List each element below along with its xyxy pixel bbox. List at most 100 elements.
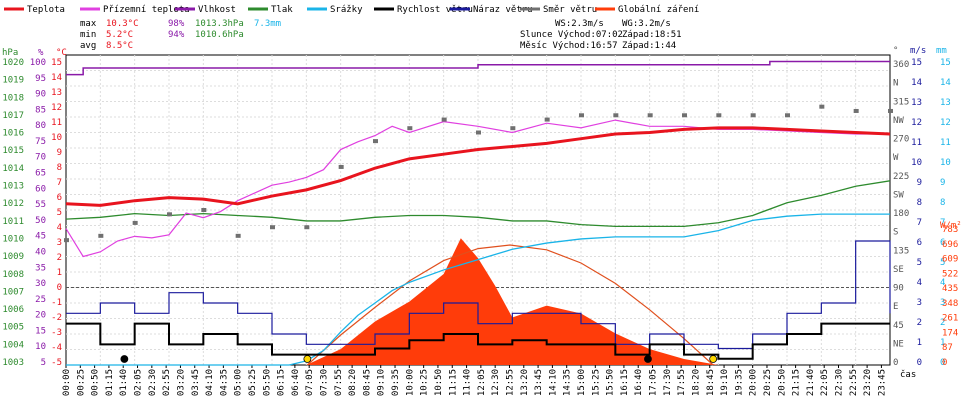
temperature-tick: -4 [51, 343, 62, 353]
temperature-tick: -3 [51, 328, 62, 338]
x-tick-label: 14:35 [563, 369, 573, 396]
humidity-tick: 100 [30, 58, 46, 68]
legend-label: Přízemní teplota [103, 5, 190, 15]
wind-direction-point [750, 113, 756, 118]
x-tick-label: 20:00 [749, 369, 759, 396]
stats-pressure: 1013.3hPa [195, 19, 244, 29]
wind-direction-point [201, 208, 207, 212]
x-tick-label: 18:45 [706, 369, 716, 396]
pressure-tick: 1013 [2, 182, 24, 192]
pressure-line [65, 180, 891, 228]
x-tick-label: 02:30 [148, 369, 158, 396]
wind-speed-tick: 14 [911, 78, 922, 88]
x-tick-label: 04:35 [219, 369, 229, 396]
rain-tick: 14 [940, 78, 951, 88]
x-tick-label: 21:15 [792, 369, 802, 396]
radiation-unit: W/m² [940, 221, 962, 231]
x-tick-label: 21:40 [806, 369, 816, 396]
x-tick-label: 04:10 [205, 369, 215, 396]
humidity-tick: 75 [35, 137, 46, 147]
wind-direction-unit: ° [893, 46, 898, 56]
temperature-tick: -5 [51, 358, 62, 368]
wind-direction-point [64, 238, 69, 243]
wind-speed-tick: 5 [917, 258, 922, 268]
wind-speed-tick: 4 [917, 278, 922, 288]
wind-direction-tick: 315 [893, 97, 909, 107]
wind-direction-tick: 225 [893, 172, 909, 182]
pressure-unit: hPa [2, 48, 18, 58]
pressure-tick: 1003 [2, 358, 24, 368]
sunset-dot [709, 355, 718, 363]
stats-sunset: Západ:18:51 [622, 30, 682, 40]
wind-direction-point [441, 117, 447, 122]
humidity-unit: % [38, 48, 44, 58]
wind-direction-point [510, 126, 516, 131]
x-tick-label: 09:10 [377, 369, 387, 396]
wind-direction-tick: SE [893, 265, 904, 275]
stats-humidity: 94% [168, 30, 185, 40]
x-tick-label: 15:50 [606, 369, 616, 396]
temperature-tick: 14 [51, 73, 62, 83]
x-tick-label: 02:05 [134, 369, 144, 396]
wind-direction-point [819, 104, 825, 109]
wind-speed-tick: 3 [917, 298, 922, 308]
wind-speed-tick: 6 [917, 238, 922, 248]
x-tick-label: 01:15 [105, 369, 115, 396]
rain-tick: 2 [940, 318, 945, 328]
rain-tick: 6 [940, 238, 945, 248]
rain-tick: 15 [940, 58, 951, 68]
moonset-dot [120, 355, 129, 363]
wind-direction-point [338, 164, 344, 169]
temperature-tick: 9 [57, 148, 62, 158]
wind-direction-point [132, 220, 138, 225]
wind-speed-tick: 10 [911, 158, 922, 168]
radiation-tick: 522 [942, 269, 958, 279]
rain-unit: mm [936, 46, 947, 56]
wind-direction-point [407, 126, 413, 131]
pressure-tick: 1018 [2, 93, 24, 103]
rain-tick: 12 [940, 118, 951, 128]
wind-direction-tick: S [893, 228, 898, 238]
x-tick-label: 15:25 [591, 369, 601, 396]
humidity-tick: 80 [35, 121, 46, 131]
wind-direction-tick: 360 [893, 60, 909, 70]
x-tick-label: 00:25 [76, 369, 86, 396]
legend-label: Teplota [27, 5, 65, 15]
x-tick-label: 08:20 [348, 369, 358, 396]
stats-temp: 5.2°C [106, 30, 133, 40]
stats-temp: 8.5°C [106, 41, 133, 51]
temperature-tick: 11 [51, 118, 62, 128]
pressure-tick: 1005 [2, 323, 24, 333]
humidity-tick: 25 [35, 295, 46, 305]
humidity-tick: 20 [35, 311, 46, 321]
x-tick-label: 16:15 [620, 369, 630, 396]
humidity-tick: 35 [35, 263, 46, 273]
pressure-tick: 1008 [2, 270, 24, 280]
stats-pressure: 1010.6hPa [195, 30, 244, 40]
temperature-tick: 0 [57, 283, 62, 293]
radiation-tick: 696 [942, 240, 958, 250]
legend-label: Srážky [330, 5, 363, 15]
stats-moonset: Západ:1:44 [622, 41, 676, 51]
stats-rain: 7.3mm [254, 19, 281, 29]
legend-label: Směr větru [543, 5, 597, 15]
temperature-tick: 3 [57, 238, 62, 248]
wind-speed-tick: 7 [917, 218, 922, 228]
wind-direction-tick: W [893, 153, 899, 163]
wind-direction-tick: 135 [893, 246, 909, 256]
temperature-tick: 13 [51, 88, 62, 98]
x-tick-label: 06:40 [291, 369, 301, 396]
x-tick-label: 07:55 [334, 369, 344, 396]
wind-speed-tick: 1 [917, 338, 922, 348]
x-tick-label: 11:15 [448, 369, 458, 396]
x-tick-label: 17:55 [677, 369, 687, 396]
x-tick-label: 13:20 [520, 369, 530, 396]
wind-direction-point [888, 108, 893, 113]
wind-direction-tick: E [893, 302, 898, 312]
pressure-tick: 1011 [2, 217, 24, 227]
pressure-tick: 1004 [2, 340, 24, 350]
rain-tick: 3 [940, 298, 945, 308]
wind-direction-point [716, 113, 722, 118]
wind-direction-point [682, 113, 687, 118]
pressure-tick: 1019 [2, 76, 24, 86]
